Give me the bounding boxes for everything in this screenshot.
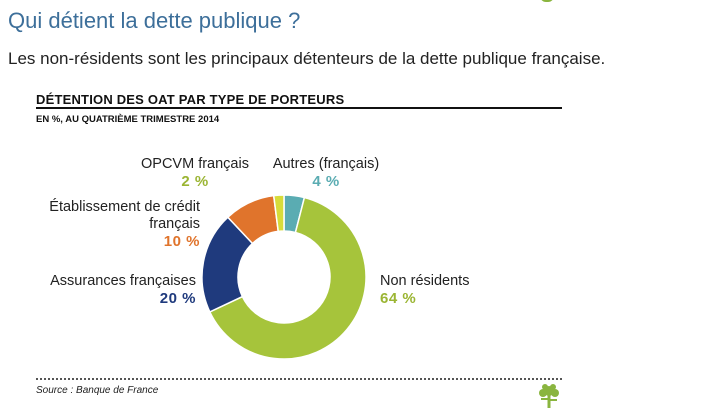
donut-slice-1 bbox=[208, 196, 367, 360]
label-non-residents-name: Non résidents bbox=[380, 273, 470, 289]
footer-divider bbox=[36, 378, 562, 380]
label-autres-pct: 4 % bbox=[312, 173, 340, 190]
label-non-residents: Non résidents 64 % bbox=[380, 273, 510, 307]
label-assurances-pct: 20 % bbox=[159, 290, 196, 307]
label-autres-name: Autres (français) bbox=[272, 156, 380, 172]
label-etablissement: Établissement de crédit français 10 % bbox=[20, 199, 200, 250]
label-non-residents-pct: 64 % bbox=[380, 290, 417, 307]
label-opcvm: OPCVM français 2 % bbox=[135, 156, 255, 190]
page-subtitle: Les non-résidents sont les principaux dé… bbox=[8, 49, 606, 68]
page-title: Qui détient la dette publique ? bbox=[8, 8, 301, 33]
label-assurances: Assurances françaises 20 % bbox=[20, 273, 196, 307]
label-autres: Autres (français) 4 % bbox=[264, 156, 388, 190]
label-etablissement-line1: Établissement de crédit bbox=[49, 199, 200, 215]
label-etablissement-pct: 10 % bbox=[163, 233, 200, 250]
chart-title-rule bbox=[36, 107, 562, 109]
top-decoration bbox=[540, 0, 554, 2]
donut-slice-4 bbox=[272, 194, 285, 233]
chart-source: Source : Banque de France bbox=[36, 385, 159, 396]
label-opcvm-name: OPCVM français bbox=[141, 156, 249, 172]
label-etablissement-line2: français bbox=[149, 216, 200, 232]
chart-title: DÉTENTION DES OAT PAR TYPE DE PORTEURS bbox=[36, 92, 345, 107]
label-opcvm-pct: 2 % bbox=[181, 173, 209, 190]
tree-logo-icon bbox=[539, 384, 559, 408]
chart-subtitle: EN %, AU QUATRIÈME TRIMESTRE 2014 bbox=[36, 114, 220, 125]
label-assurances-name: Assurances françaises bbox=[50, 273, 196, 289]
